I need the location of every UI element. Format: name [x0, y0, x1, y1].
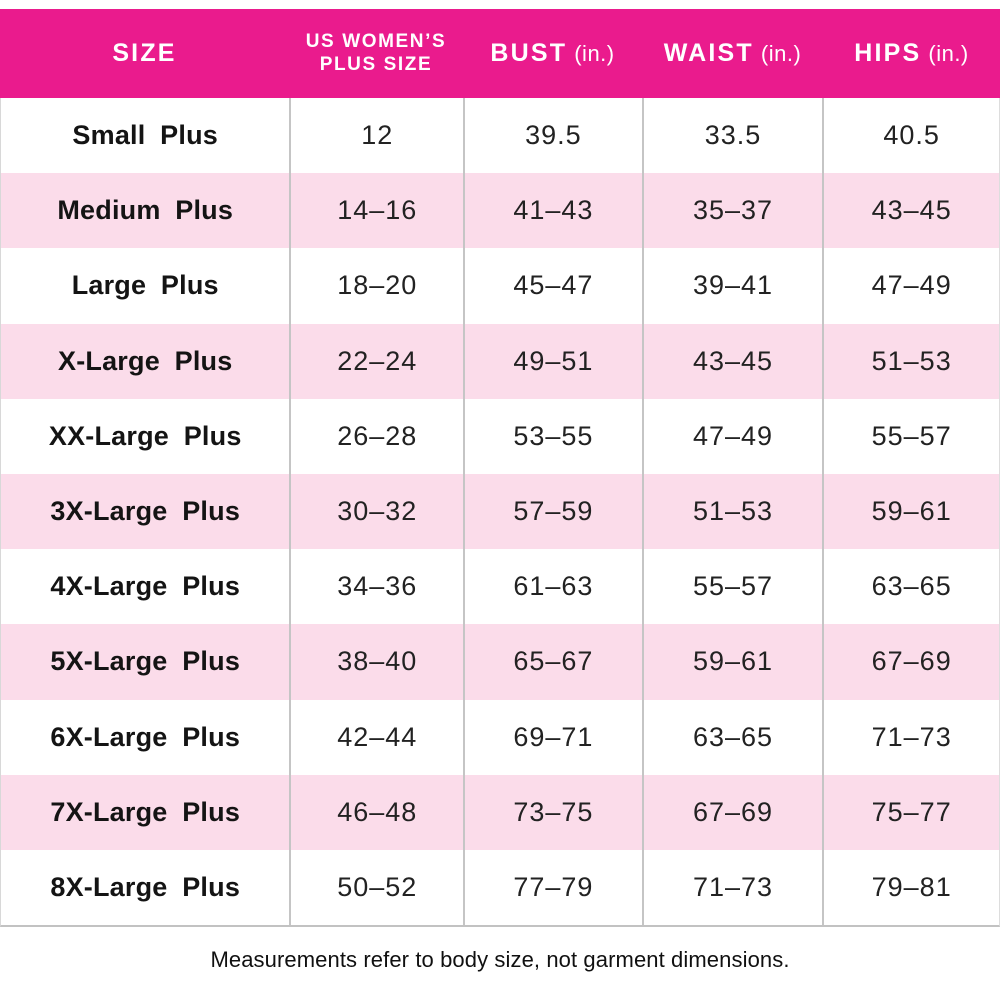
measurement-value-cell: 55–57 [641, 549, 823, 625]
table-row: 3X-Large Plus 30–32 57–59 51–53 59–61 [1, 473, 999, 550]
table-row: 6X-Large Plus 42–44 69–71 63–65 71–73 [1, 699, 999, 775]
us-plus-size-line1: US WOMEN’S [305, 31, 447, 53]
measurement-value-cell: 67–69 [641, 774, 823, 850]
measurement-value-cell: 43–45 [822, 173, 999, 249]
column-header-bust: BUST (in.) [463, 39, 642, 69]
hips-header-unit: (in.) [928, 40, 969, 66]
table-row: Medium Plus 14–16 41–43 35–37 43–45 [1, 173, 999, 249]
column-header-size: SIZE [0, 39, 289, 69]
size-label-cell: Medium Plus [57, 195, 234, 226]
measurement-value-cell: 51–53 [822, 323, 999, 399]
measurement-value-cell: 67–69 [822, 624, 999, 700]
measurement-value-cell: 65–67 [463, 624, 642, 700]
measurement-value-cell: 30–32 [289, 473, 463, 550]
size-header-label: SIZE [112, 38, 177, 67]
measurement-value-cell: 63–65 [822, 549, 999, 625]
measurement-value-cell: 22–24 [289, 323, 463, 399]
measurement-value-cell: 47–49 [822, 248, 999, 324]
table-row: Small Plus 12 39.5 33.5 40.5 [1, 98, 999, 174]
measurement-value-cell: 55–57 [822, 398, 999, 474]
size-label-cell: 8X-Large Plus [50, 871, 241, 902]
measurement-value-cell: 38–40 [289, 624, 463, 700]
measurement-value-cell: 49–51 [463, 323, 642, 399]
size-label-cell: 5X-Large Plus [50, 646, 241, 677]
measurement-value-cell: 41–43 [463, 173, 642, 249]
measurement-value-cell: 26–28 [289, 398, 463, 474]
measurement-value-cell: 46–48 [289, 774, 463, 850]
measurement-value-cell: 71–73 [641, 849, 823, 926]
size-label-cell: Small Plus [72, 120, 218, 151]
bust-header-unit: (in.) [574, 40, 615, 66]
bust-header-label: BUST [490, 38, 568, 67]
size-label-cell: 4X-Large Plus [50, 571, 241, 602]
measurement-value-cell: 35–37 [641, 173, 823, 249]
measurement-value-cell: 45–47 [463, 248, 642, 324]
measurement-value-cell: 14–16 [289, 173, 463, 249]
column-header-hips: HIPS (in.) [823, 39, 1000, 69]
measurement-footnote: Measurements refer to body size, not gar… [210, 947, 790, 973]
measurement-value-cell: 73–75 [463, 774, 642, 850]
size-label-cell: XX-Large Plus [48, 420, 242, 451]
measurement-value-cell: 47–49 [641, 398, 823, 474]
measurement-value-cell: 12 [289, 98, 463, 174]
measurement-value-cell: 51–53 [641, 473, 823, 550]
size-label-cell: 7X-Large Plus [50, 796, 241, 827]
measurement-value-cell: 40.5 [822, 98, 999, 174]
measurement-value-cell: 42–44 [289, 699, 463, 775]
table-row: 5X-Large Plus 38–40 65–67 59–61 67–69 [1, 624, 999, 700]
measurement-value-cell: 75–77 [822, 774, 999, 850]
measurement-value-cell: 18–20 [289, 248, 463, 324]
column-header-us-plus-size: US WOMEN’S PLUS SIZE [289, 31, 463, 76]
us-plus-size-line2: PLUS SIZE [319, 53, 433, 75]
column-header-waist: WAIST (in.) [642, 39, 823, 69]
measurement-value-cell: 57–59 [463, 473, 642, 550]
table-body: Small Plus 12 39.5 33.5 40.5 Medium Plus 14–16… [0, 98, 1000, 928]
table-row: Large Plus 18–20 45–47 39–41 47–49 [1, 248, 999, 324]
measurement-value-cell: 63–65 [641, 699, 823, 775]
table-header-row: SIZE US WOMEN’S PLUS SIZE BUST (in.) WAI… [0, 9, 1000, 98]
waist-header-label: WAIST [663, 38, 754, 67]
size-label-cell: X-Large Plus [57, 345, 233, 376]
measurement-value-cell: 69–71 [463, 699, 642, 775]
table-row: 8X-Large Plus 50–52 77–79 71–73 79–81 [1, 849, 999, 926]
table-row: X-Large Plus 22–24 49–51 43–45 51–53 [1, 323, 999, 399]
measurement-value-cell: 59–61 [822, 473, 999, 550]
measurement-value-cell: 34–36 [289, 549, 463, 625]
table-row: 4X-Large Plus 34–36 61–63 55–57 63–65 [1, 549, 999, 625]
measurement-value-cell: 53–55 [463, 398, 642, 474]
hips-header-label: HIPS [854, 38, 922, 67]
measurement-value-cell: 33.5 [641, 98, 823, 174]
table-row: XX-Large Plus 26–28 53–55 47–49 55–57 [1, 398, 999, 474]
size-label-cell: 6X-Large Plus [50, 721, 241, 752]
measurement-value-cell: 43–45 [641, 323, 823, 399]
measurement-value-cell: 77–79 [463, 849, 642, 926]
measurement-value-cell: 79–81 [822, 849, 999, 926]
measurement-value-cell: 39.5 [463, 98, 642, 174]
size-label-cell: 3X-Large Plus [50, 496, 241, 527]
measurement-value-cell: 59–61 [641, 624, 823, 700]
measurement-value-cell: 50–52 [289, 849, 463, 926]
measurement-value-cell: 71–73 [822, 699, 999, 775]
size-label-cell: Large Plus [71, 270, 219, 301]
table-row: 7X-Large Plus 46–48 73–75 67–69 75–77 [1, 774, 999, 850]
measurement-value-cell: 39–41 [641, 248, 823, 324]
measurement-value-cell: 61–63 [463, 549, 642, 625]
waist-header-unit: (in.) [760, 40, 802, 66]
